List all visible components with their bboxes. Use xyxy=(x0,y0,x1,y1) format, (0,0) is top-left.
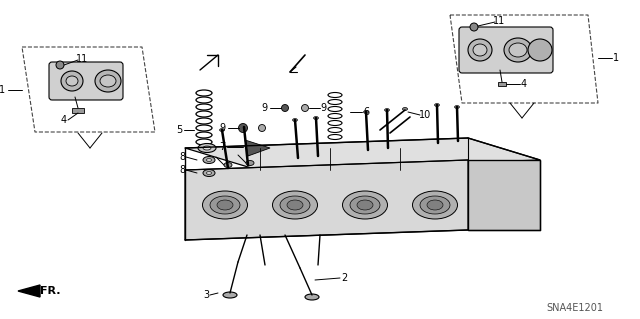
Ellipse shape xyxy=(473,44,487,56)
Ellipse shape xyxy=(305,294,319,300)
FancyBboxPatch shape xyxy=(49,62,123,100)
Polygon shape xyxy=(185,138,540,170)
Circle shape xyxy=(282,105,289,112)
Ellipse shape xyxy=(287,200,303,210)
Polygon shape xyxy=(18,285,40,297)
Ellipse shape xyxy=(364,110,369,114)
Ellipse shape xyxy=(95,70,121,92)
Ellipse shape xyxy=(203,169,215,176)
Ellipse shape xyxy=(61,71,83,91)
Ellipse shape xyxy=(314,116,319,120)
Text: 7: 7 xyxy=(219,142,225,152)
Text: 4: 4 xyxy=(521,79,527,89)
Ellipse shape xyxy=(509,43,527,57)
Bar xyxy=(72,108,84,113)
Text: 5: 5 xyxy=(176,125,182,135)
Ellipse shape xyxy=(385,108,390,112)
Ellipse shape xyxy=(207,159,211,161)
Text: 11: 11 xyxy=(493,16,505,26)
Ellipse shape xyxy=(203,146,211,150)
Ellipse shape xyxy=(203,157,215,164)
Polygon shape xyxy=(245,140,270,156)
Ellipse shape xyxy=(342,191,387,219)
Ellipse shape xyxy=(454,106,460,108)
Text: FR.: FR. xyxy=(40,286,60,296)
Ellipse shape xyxy=(207,172,211,174)
Ellipse shape xyxy=(217,200,233,210)
Circle shape xyxy=(470,23,478,31)
Text: 11: 11 xyxy=(76,54,88,64)
FancyBboxPatch shape xyxy=(459,27,553,73)
Text: SNA4E1201: SNA4E1201 xyxy=(547,303,604,313)
Ellipse shape xyxy=(357,200,373,210)
Ellipse shape xyxy=(100,75,116,87)
Ellipse shape xyxy=(413,191,458,219)
Text: 1: 1 xyxy=(0,85,5,95)
Text: 8: 8 xyxy=(179,165,185,175)
Polygon shape xyxy=(468,160,540,230)
Ellipse shape xyxy=(528,39,552,61)
Ellipse shape xyxy=(202,191,248,219)
Text: 6: 6 xyxy=(363,107,369,117)
Ellipse shape xyxy=(403,108,408,110)
Ellipse shape xyxy=(420,196,450,214)
Ellipse shape xyxy=(246,160,254,166)
Ellipse shape xyxy=(435,103,440,107)
Circle shape xyxy=(56,61,64,69)
Text: 10: 10 xyxy=(419,110,431,120)
Text: 2: 2 xyxy=(341,273,347,283)
Circle shape xyxy=(239,123,248,132)
Ellipse shape xyxy=(198,144,216,152)
Ellipse shape xyxy=(210,196,240,214)
Text: 4: 4 xyxy=(61,115,67,125)
Text: 9: 9 xyxy=(219,123,225,133)
Polygon shape xyxy=(185,160,468,240)
Text: 9: 9 xyxy=(320,103,326,113)
Text: 3: 3 xyxy=(203,290,209,300)
Text: 9: 9 xyxy=(261,103,267,113)
Ellipse shape xyxy=(223,292,237,298)
Text: 1: 1 xyxy=(613,53,619,63)
Ellipse shape xyxy=(504,38,532,62)
Ellipse shape xyxy=(66,76,78,86)
Ellipse shape xyxy=(350,196,380,214)
Ellipse shape xyxy=(468,39,492,61)
Ellipse shape xyxy=(427,200,443,210)
Circle shape xyxy=(301,105,308,112)
Ellipse shape xyxy=(292,118,298,122)
Ellipse shape xyxy=(280,196,310,214)
Ellipse shape xyxy=(224,162,232,167)
Text: 8: 8 xyxy=(179,152,185,162)
Ellipse shape xyxy=(273,191,317,219)
Circle shape xyxy=(259,124,266,131)
Bar xyxy=(498,82,506,86)
Ellipse shape xyxy=(241,125,246,129)
Ellipse shape xyxy=(220,129,225,131)
